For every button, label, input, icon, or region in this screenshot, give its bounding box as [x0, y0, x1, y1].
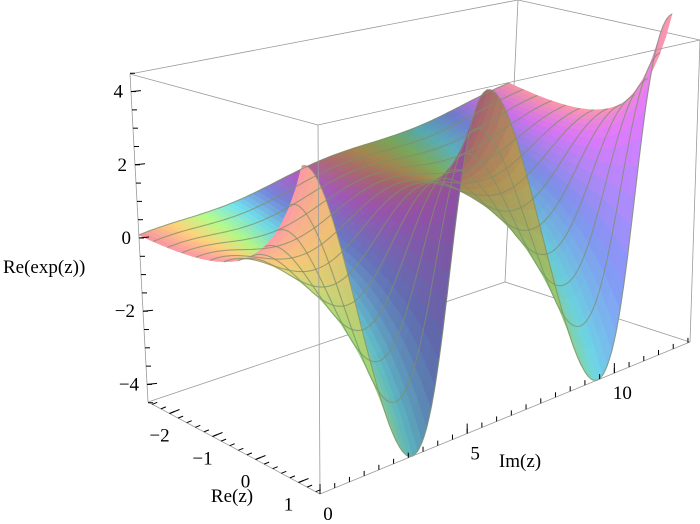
box-front-edges — [129, 39, 700, 495]
contour-line — [290, 52, 661, 404]
x-minor-tick — [186, 420, 192, 424]
contour-line — [167, 94, 538, 249]
z-tick-label: −4 — [119, 374, 140, 395]
z-tick-label: 0 — [122, 228, 132, 249]
x-minor-tick — [272, 466, 278, 470]
contour-line — [209, 107, 581, 261]
x-tick-label: 1 — [284, 495, 294, 516]
z-tick-label: −2 — [115, 301, 135, 322]
y-axis-label: Im(z) — [499, 451, 541, 472]
contour-line — [277, 77, 648, 363]
x-minor-tick — [263, 461, 270, 465]
x-minor-tick — [177, 415, 184, 419]
contour-line — [138, 82, 510, 236]
x-minor-tick — [229, 443, 235, 447]
contour-line — [195, 104, 566, 258]
x-minor-tick — [195, 424, 201, 428]
z-axis-label: Re(exp(z)) — [3, 257, 85, 278]
x-tick-label: 0 — [241, 472, 251, 493]
x-tick-label: −1 — [192, 449, 212, 470]
y-tick-label: 10 — [613, 383, 632, 404]
contour-line — [251, 103, 622, 307]
contour-line — [181, 100, 552, 254]
x-minor-tick — [203, 429, 210, 433]
contour-line — [152, 88, 524, 243]
x-minor-tick — [306, 484, 313, 488]
z-tick-label: 2 — [117, 155, 127, 176]
x-minor-tick — [169, 411, 175, 414]
surface — [138, 12, 673, 457]
x-minor-tick — [212, 434, 218, 437]
z-tick-label: 4 — [113, 82, 123, 103]
contour-line — [301, 13, 673, 457]
x-minor-tick — [298, 480, 304, 483]
y-tick-label: 0 — [323, 504, 333, 524]
x-minor-tick — [281, 470, 287, 474]
x-axis-label: Re(z) — [211, 486, 253, 507]
x-minor-tick — [238, 447, 244, 451]
x-minor-tick — [255, 457, 261, 460]
x-minor-tick — [160, 406, 167, 410]
contour-line — [264, 94, 635, 332]
x-tick-label: −2 — [149, 426, 169, 447]
x-minor-tick — [152, 401, 158, 405]
y-tick-label: 5 — [470, 444, 480, 465]
x-minor-tick — [220, 438, 227, 442]
contour-line — [223, 109, 595, 273]
x-minor-tick — [289, 475, 296, 479]
x-minor-tick — [246, 452, 253, 456]
